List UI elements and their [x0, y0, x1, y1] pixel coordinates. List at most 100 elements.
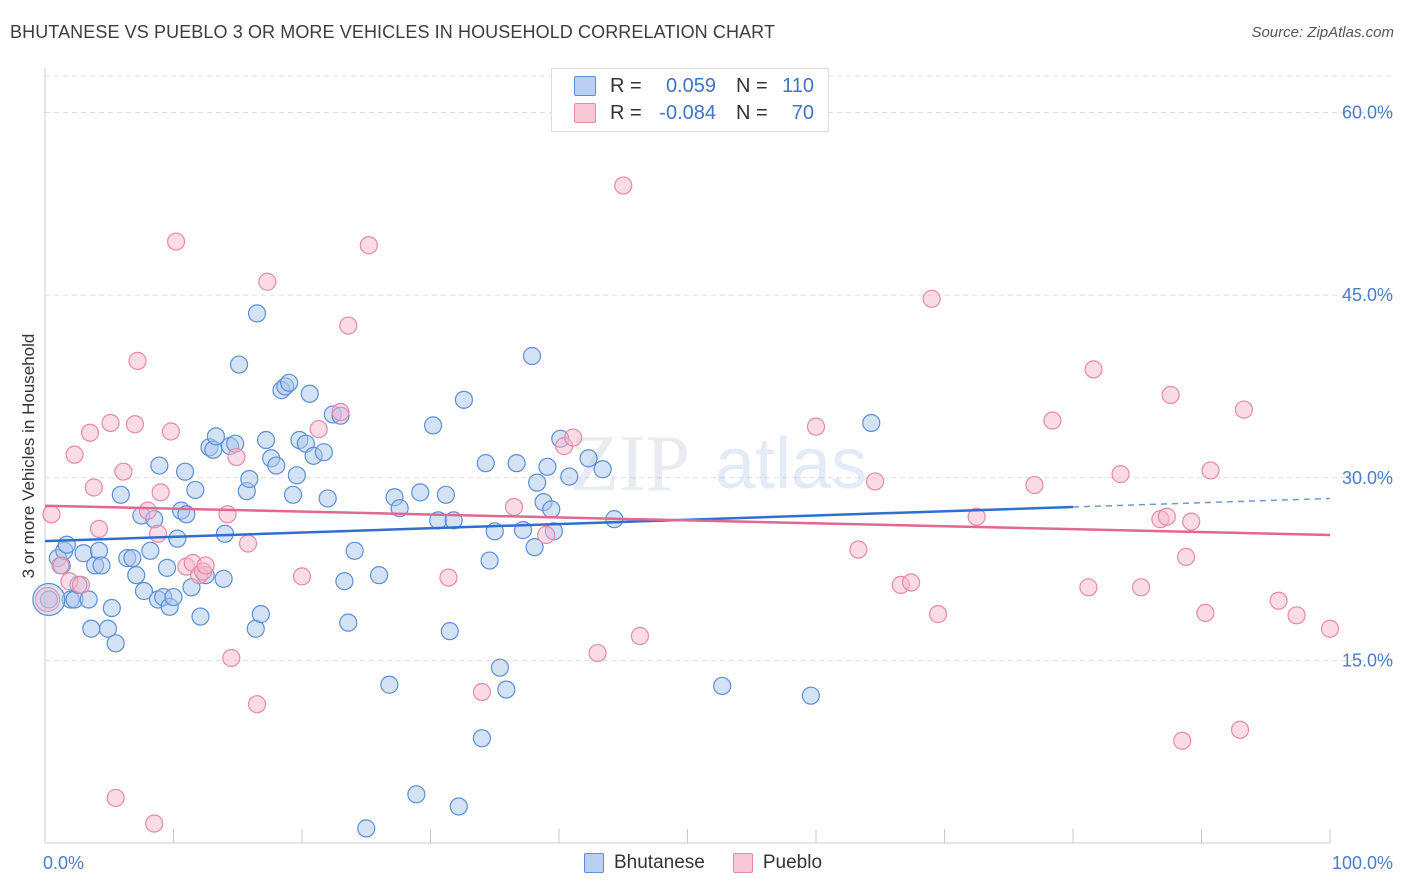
bhutanese-point	[522, 346, 542, 366]
pueblo-point	[1196, 603, 1215, 623]
x-tick-label: 0.0%	[43, 853, 84, 873]
bhutanese-point	[186, 480, 205, 500]
y-tick-label: 30.0%	[1342, 468, 1393, 488]
pueblo-point	[928, 605, 948, 624]
bhutanese-point	[57, 535, 76, 554]
legend-row-bhutanese: R = 0.059 N = 110	[574, 75, 814, 97]
watermark: ZIP atlas	[570, 420, 867, 508]
tick-labels: 15.0% 30.0% 45.0% 60.0% 0.0% 100.0%	[43, 103, 1393, 873]
pueblo-point	[1201, 461, 1220, 480]
n-value: 110	[782, 74, 814, 97]
bhutanese-point	[300, 384, 319, 403]
bhutanese-point	[411, 483, 430, 502]
bhutanese-point	[542, 500, 561, 519]
n-value: 70	[791, 101, 814, 124]
n-label: N =	[736, 74, 768, 97]
pueblo-point	[1084, 360, 1103, 379]
pueblo-point	[145, 814, 164, 833]
bhutanese-point	[538, 457, 557, 476]
bhutanese-point	[92, 556, 111, 575]
bhutanese-point	[357, 819, 376, 838]
bhutanese-point	[287, 466, 306, 485]
pueblo-point	[227, 447, 246, 467]
bhutanese-point	[345, 541, 364, 560]
pueblo-point	[101, 413, 120, 433]
bhutanese-point	[490, 658, 509, 677]
pueblo-point	[1161, 385, 1180, 405]
r-value: 0.059	[665, 74, 716, 97]
bhutanese-point	[106, 634, 125, 653]
bhutanese-point	[314, 443, 333, 462]
pueblo-point	[1182, 512, 1201, 531]
r-value: -0.084	[659, 101, 716, 124]
pueblo-point	[1132, 578, 1151, 597]
bhutanese-points	[32, 304, 881, 838]
correlation-legend: R = 0.059 N = 110 R = -0.084 N = 70	[551, 68, 829, 132]
pueblo-point	[1234, 400, 1254, 419]
bhutanese-point	[157, 558, 177, 577]
pueblo-point	[967, 507, 986, 526]
bhutanese-point	[111, 485, 130, 504]
bhutanese-point	[206, 427, 226, 446]
pueblo-point	[1157, 507, 1176, 526]
bhutanese-point	[449, 797, 468, 816]
pueblo-point	[1230, 720, 1250, 739]
pueblo-point	[106, 788, 125, 808]
y-axis-title: 3 or more Vehicles in Household	[19, 334, 38, 579]
chart-title: BHUTANESE VS PUEBLO 3 OR MORE VEHICLES I…	[10, 22, 776, 42]
bhutanese-point	[283, 485, 303, 504]
pueblo-point	[309, 419, 328, 439]
y-tick-label: 45.0%	[1342, 285, 1393, 305]
bhutanese-point	[240, 469, 259, 489]
pueblo-point	[125, 415, 145, 434]
bhutanese-trend-line	[44, 505, 1074, 543]
pueblo-point	[42, 505, 61, 524]
pueblo-point	[1320, 619, 1340, 638]
bhutanese-point	[339, 613, 358, 632]
legend-item-bhutanese: Bhutanese	[583, 852, 705, 874]
bhutanese-point	[380, 675, 399, 694]
pueblo-point	[292, 567, 312, 586]
bhutanese-point	[164, 587, 183, 607]
pueblo-point	[196, 556, 215, 575]
pueblo-point	[71, 575, 91, 594]
pueblo-point	[258, 272, 277, 291]
bhutanese-point	[251, 605, 270, 624]
pueblo-point	[84, 478, 103, 497]
pueblo-point-cluster	[35, 587, 61, 613]
pueblo-point	[614, 176, 633, 195]
pueblo-point	[128, 351, 147, 370]
bhutanese-point	[560, 467, 579, 486]
bhutanese-point	[370, 566, 389, 585]
bhutanese-point	[82, 619, 101, 638]
pueblo-point	[218, 505, 237, 524]
bhutanese-point	[407, 785, 426, 804]
pueblo-point	[439, 568, 458, 587]
pueblo-point	[359, 236, 378, 255]
pueblo-point	[166, 232, 186, 251]
pueblo-point	[901, 573, 921, 592]
pueblo-point	[806, 417, 826, 436]
pueblo-point	[151, 483, 170, 502]
pueblo-swatch	[732, 853, 753, 873]
pueblo-point	[588, 643, 607, 663]
pueblo-points	[35, 176, 1340, 833]
bhutanese-point	[476, 454, 495, 473]
bhutanese-point	[123, 549, 142, 568]
pueblo-point	[80, 423, 100, 442]
bhutanese-point	[525, 538, 544, 557]
pueblo-point	[331, 402, 350, 422]
watermark-atlas: atlas	[715, 424, 867, 504]
bhutanese-point	[168, 529, 187, 548]
pueblo-point	[161, 422, 181, 441]
pueblo-point	[1079, 578, 1098, 597]
bhutanese-point	[102, 598, 121, 618]
pueblo-point	[1025, 475, 1044, 495]
pueblo-point	[564, 428, 583, 447]
x-tick-label: 100.0%	[1332, 853, 1393, 873]
pueblo-point	[472, 682, 491, 702]
bhutanese-point	[175, 462, 195, 481]
bhutanese-point	[214, 569, 233, 588]
n-label: N =	[736, 101, 768, 124]
